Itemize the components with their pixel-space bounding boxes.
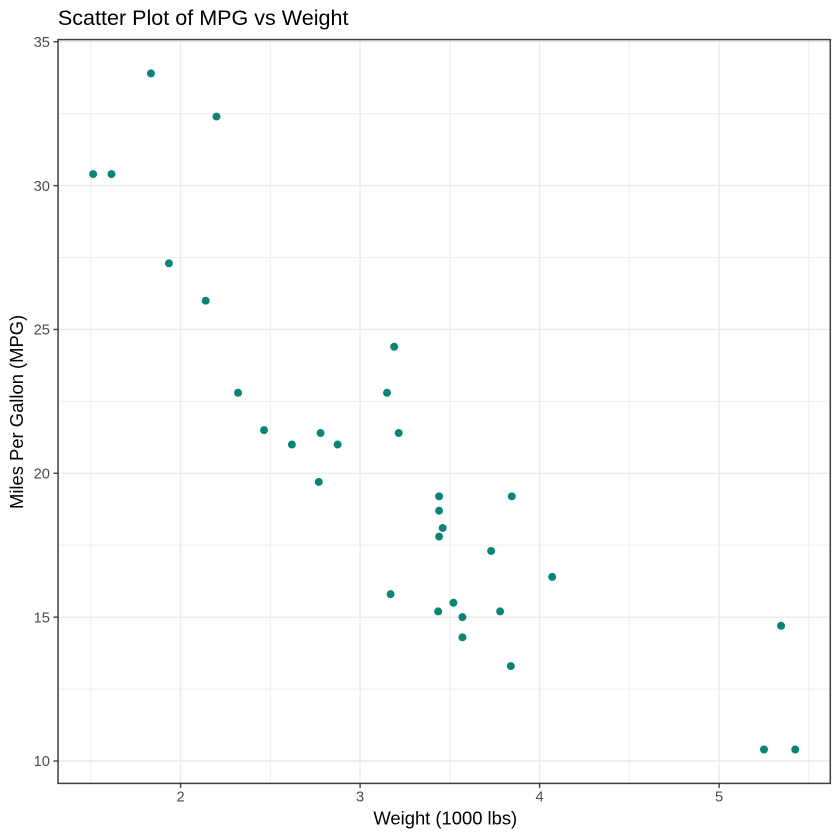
svg-text:35: 35 [34, 35, 50, 51]
svg-text:Scatter Plot of MPG vs Weight: Scatter Plot of MPG vs Weight [58, 5, 349, 30]
svg-text:20: 20 [34, 467, 50, 483]
svg-text:2: 2 [176, 790, 184, 806]
svg-text:Weight (1000 lbs): Weight (1000 lbs) [373, 807, 517, 828]
svg-text:10: 10 [34, 754, 50, 770]
svg-text:4: 4 [536, 790, 544, 806]
svg-text:3: 3 [356, 790, 364, 806]
svg-text:15: 15 [34, 610, 50, 626]
svg-text:30: 30 [34, 179, 50, 195]
svg-text:Miles Per Gallon (MPG): Miles Per Gallon (MPG) [6, 315, 27, 509]
svg-text:5: 5 [715, 790, 723, 806]
svg-text:25: 25 [34, 323, 50, 339]
